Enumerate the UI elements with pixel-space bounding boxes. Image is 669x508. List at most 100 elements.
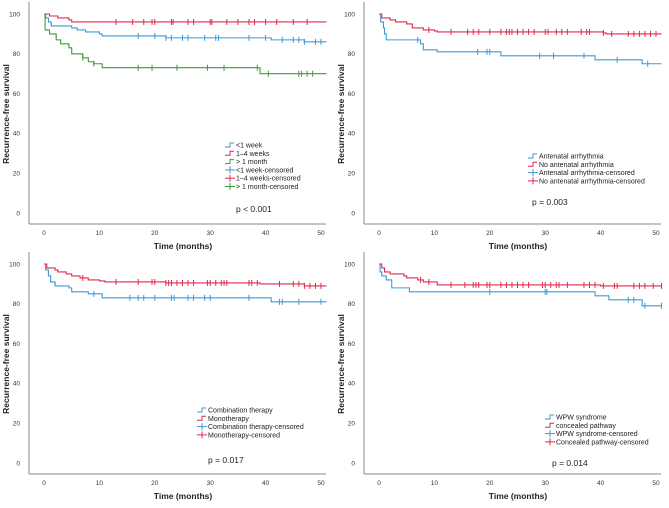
y-tick-label: 40: [348, 131, 356, 138]
y-tick-label: 80: [348, 301, 356, 308]
x-tick-label: 10: [96, 480, 104, 487]
y-tick-label: 0: [351, 210, 355, 217]
x-tick-label: 30: [542, 230, 550, 237]
km-panel-4: 0 20 40 60 80 100 0 10 20 30 40 50 Time (months) Recu…: [336, 252, 663, 501]
legend-label: > 1 month: [236, 159, 267, 166]
survival-curve-1: [379, 263, 662, 307]
legend-step-icon: [545, 414, 554, 420]
survival-curve-1: [379, 13, 662, 65]
legend-step-icon: [197, 415, 206, 421]
legend-label: WPW syndrome-censored: [556, 431, 638, 438]
y-tick-label: 20: [348, 171, 356, 178]
legend-label: <1 week: [236, 143, 263, 150]
x-tick-label: 40: [597, 480, 605, 487]
survival-curve-1: [44, 263, 327, 303]
survival-curve-2: [379, 13, 662, 35]
legend-step-icon: [225, 159, 234, 165]
x-tick-label: 10: [96, 230, 104, 237]
y-tick-label: 0: [351, 460, 355, 467]
x-tick-label: 30: [207, 480, 215, 487]
legend-step-icon: [528, 161, 537, 167]
x-axis-title: Time (months): [154, 491, 213, 501]
y-tick-label: 20: [348, 421, 356, 428]
survival-curve-1: [44, 13, 327, 43]
y-tick-label: 60: [13, 341, 21, 348]
x-tick-label: 20: [486, 480, 494, 487]
y-tick-label: 60: [13, 91, 21, 98]
x-tick-label: 20: [151, 230, 159, 237]
legend-label: 1–4 weeks: [236, 151, 270, 158]
x-axis-title: Time (months): [489, 241, 548, 251]
y-tick-label: 20: [13, 171, 21, 178]
y-tick-label: 40: [13, 131, 21, 138]
km-panel-1: 0 20 40 60 80 100 0 10 20 30 40 50 Time (months) Recu…: [1, 2, 327, 251]
legend-label: concealed pathway: [556, 423, 616, 430]
legend-label: Monotherapy-censored: [208, 432, 280, 439]
y-tick-label: 100: [9, 261, 20, 268]
y-tick-label: 80: [348, 51, 356, 58]
km-panel-2: 0 20 40 60 80 100 0 10 20 30 40 50 Time (months) Recu…: [336, 2, 662, 251]
x-tick-label: 30: [542, 480, 550, 487]
x-tick-label: 50: [652, 230, 660, 237]
y-tick-label: 0: [16, 210, 20, 217]
legend-label: Combination therapy-censored: [208, 424, 304, 431]
y-tick-label: 100: [344, 261, 355, 268]
x-tick-label: 40: [597, 230, 605, 237]
y-axis-title: Recurrence-free survival: [1, 314, 11, 414]
survival-curve-2: [379, 263, 662, 287]
y-tick-label: 40: [348, 381, 356, 388]
x-tick-label: 30: [207, 230, 215, 237]
legend-step-icon: [528, 153, 537, 159]
y-tick-label: 80: [13, 51, 21, 58]
legend-label: Antenatal arrhythmia: [539, 154, 604, 161]
y-axis-title: Recurrence-free survival: [336, 314, 346, 414]
legend-label: Concealed pathway-censored: [556, 439, 649, 446]
legend-label: 1–4 weeks-censored: [236, 176, 301, 183]
legend-label: Antenatal arrhythmia-censored: [539, 170, 635, 177]
y-tick-label: 40: [13, 381, 21, 388]
y-tick-label: 80: [13, 301, 21, 308]
x-tick-label: 0: [42, 230, 46, 237]
y-axis-title: Recurrence-free survival: [336, 64, 346, 164]
y-tick-label: 0: [16, 460, 20, 467]
legend-label: <1 week-censored: [236, 167, 294, 174]
x-tick-label: 20: [486, 230, 494, 237]
p-value: p < 0.001: [236, 204, 272, 214]
p-value: p = 0.014: [552, 458, 588, 468]
y-axis-title: Recurrence-free survival: [1, 64, 11, 164]
legend-label: > 1 month-censored: [236, 184, 299, 191]
survival-curve-2: [44, 263, 327, 287]
legend-step-icon: [225, 150, 234, 156]
x-tick-label: 40: [262, 480, 270, 487]
y-tick-label: 60: [348, 91, 356, 98]
legend-step-icon: [197, 407, 206, 413]
x-tick-label: 0: [377, 230, 381, 237]
legend-label: No antenatal arrhythmia: [539, 162, 614, 169]
x-axis-title: Time (months): [154, 241, 213, 251]
y-tick-label: 100: [344, 11, 355, 18]
x-tick-label: 50: [652, 480, 660, 487]
survival-curve-2: [44, 13, 327, 23]
y-tick-label: 20: [13, 421, 21, 428]
legend-label: WPW syndrome: [556, 415, 607, 422]
x-tick-label: 0: [42, 480, 46, 487]
x-tick-label: 50: [317, 480, 325, 487]
x-tick-label: 40: [262, 230, 270, 237]
x-tick-label: 20: [151, 480, 159, 487]
p-value: p = 0.003: [532, 197, 568, 207]
km-panel-3: 0 20 40 60 80 100 0 10 20 30 40 50 Time (months) Recu…: [1, 252, 327, 501]
y-tick-label: 100: [9, 11, 20, 18]
legend-step-icon: [225, 142, 234, 148]
x-tick-label: 10: [431, 230, 439, 237]
x-tick-label: 10: [431, 480, 439, 487]
x-tick-label: 50: [317, 230, 325, 237]
x-axis-title: Time (months): [489, 491, 548, 501]
legend-label: Combination therapy: [208, 408, 273, 415]
survival-curve-3: [44, 13, 327, 75]
x-tick-label: 0: [377, 480, 381, 487]
legend-label: No antenatal arrhythmia-censored: [539, 178, 645, 185]
legend-label: Monotherapy: [208, 416, 249, 423]
p-value: p = 0.017: [208, 455, 244, 465]
legend-step-icon: [545, 422, 554, 428]
